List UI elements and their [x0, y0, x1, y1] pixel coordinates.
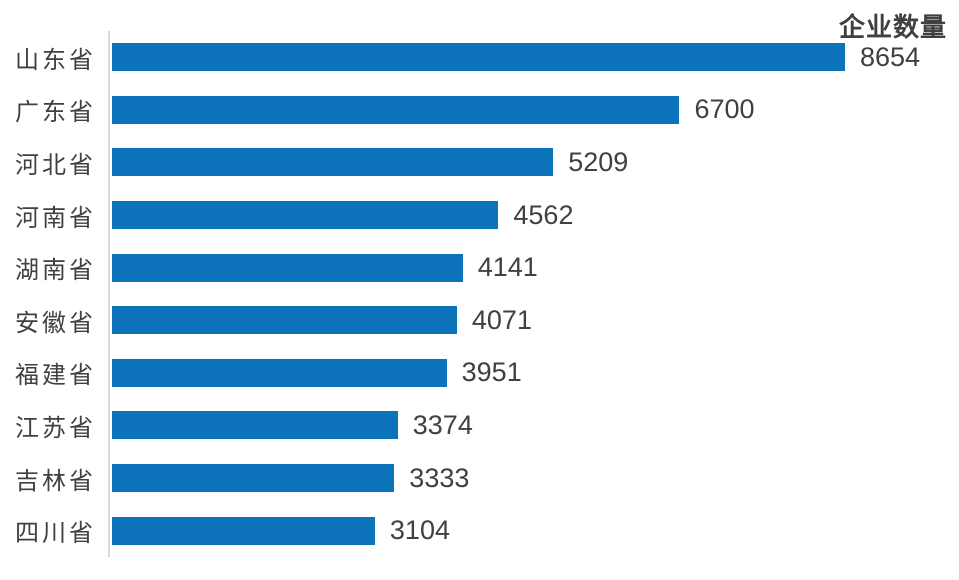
bar-row: 吉林省 3333 — [0, 452, 959, 505]
bar-track: 4141 — [112, 252, 959, 283]
bar — [112, 464, 395, 493]
category-label: 吉林省 — [15, 468, 96, 495]
value-label: 3951 — [461, 357, 522, 388]
value-label: 3104 — [389, 515, 450, 546]
category-label: 安徽省 — [15, 310, 96, 337]
bar-track: 8654 — [112, 42, 959, 73]
value-label: 3374 — [412, 409, 473, 440]
bar — [112, 516, 375, 545]
bar-track: 3333 — [112, 463, 959, 494]
category-label: 江苏省 — [15, 415, 96, 442]
value-label: 5209 — [568, 146, 629, 177]
category-label: 广东省 — [15, 100, 96, 127]
bar — [112, 411, 398, 440]
bar-track: 6700 — [112, 94, 959, 125]
bar-row: 福建省 3951 — [0, 347, 959, 400]
category-label: 四川省 — [15, 521, 96, 548]
bar — [112, 358, 447, 387]
category-label: 河北省 — [15, 152, 96, 179]
bar — [112, 148, 554, 177]
category-label: 河南省 — [15, 205, 96, 232]
value-label: 6700 — [694, 94, 755, 125]
bar-track: 3951 — [112, 357, 959, 388]
value-label: 3333 — [409, 462, 470, 493]
bar-row: 山东省 8654 — [0, 31, 959, 84]
bar — [112, 253, 463, 282]
bar-track: 4071 — [112, 305, 959, 336]
bar — [112, 43, 845, 72]
category-label: 湖南省 — [15, 258, 96, 285]
bar-row: 四川省 3104 — [0, 504, 959, 557]
value-label: 8654 — [860, 41, 921, 72]
category-label: 山东省 — [15, 47, 96, 74]
y-axis-line — [108, 31, 110, 557]
bar-track: 3104 — [112, 515, 959, 546]
category-label: 福建省 — [15, 363, 96, 390]
bar-row: 广东省 6700 — [0, 84, 959, 137]
bar — [112, 95, 680, 124]
value-label: 4562 — [513, 199, 574, 230]
bar-rows: 山东省 8654 广东省 6700 河北省 5209 河南省 4 — [0, 31, 959, 557]
bar-row: 河北省 5209 — [0, 136, 959, 189]
value-label: 4141 — [477, 252, 538, 283]
chart-title: 企业数量 — [838, 12, 947, 42]
bar — [112, 201, 499, 230]
bar-row: 河南省 4562 — [0, 189, 959, 242]
bar-row: 江苏省 3374 — [0, 399, 959, 452]
bar-track: 4562 — [112, 200, 959, 231]
bar-track: 3374 — [112, 410, 959, 441]
value-label: 4071 — [471, 304, 532, 335]
bar — [112, 306, 457, 335]
bar-row: 湖南省 4141 — [0, 241, 959, 294]
bar-row: 安徽省 4071 — [0, 294, 959, 347]
bar-track: 5209 — [112, 147, 959, 178]
